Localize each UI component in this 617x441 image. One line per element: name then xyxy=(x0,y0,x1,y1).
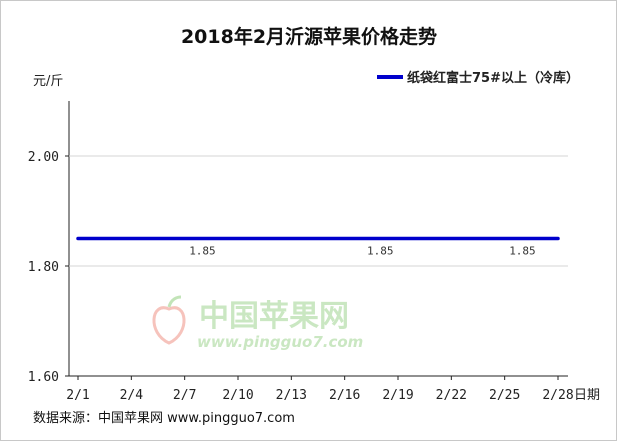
apple-logo-icon xyxy=(152,295,186,345)
data-label: 1.85 xyxy=(367,245,394,258)
x-tick-label: 2/1 xyxy=(66,388,89,403)
data-label: 1.85 xyxy=(189,245,216,258)
y-tick-label: 2.00 xyxy=(28,150,59,165)
x-tick-label: 2/13 xyxy=(276,388,307,403)
x-tick-label: 2/4 xyxy=(120,388,144,403)
source-note: 数据来源：中国苹果网 www.pingguo7.com xyxy=(33,411,295,426)
x-tick-label: 2/16 xyxy=(329,388,360,403)
chart-title: 2018年2月沂源苹果价格走势 xyxy=(181,25,437,48)
x-tick-label: 2/19 xyxy=(382,388,413,403)
y-axis-unit: 元/斤 xyxy=(33,74,63,89)
legend-label: 纸袋红富士75#以上（冷库） xyxy=(407,70,579,86)
x-axis-label: 日期 xyxy=(574,388,600,403)
data-label: 1.85 xyxy=(509,245,536,258)
x-tick-label: 2/7 xyxy=(173,388,196,403)
x-tick-label: 2/22 xyxy=(436,388,467,403)
watermark: 中国苹果网 www.pingguo7.com xyxy=(152,295,363,351)
x-tick-label: 2/28 xyxy=(542,388,573,403)
watermark-url: www.pingguo7.com xyxy=(197,333,363,351)
y-tick-label: 1.60 xyxy=(28,370,59,385)
y-tick-label: 1.80 xyxy=(28,260,59,275)
x-tick-label: 2/25 xyxy=(489,388,520,403)
watermark-site-name: 中国苹果网 xyxy=(199,299,349,334)
legend: 纸袋红富士75#以上（冷库） xyxy=(377,70,579,86)
x-tick-label: 2/10 xyxy=(222,388,253,403)
